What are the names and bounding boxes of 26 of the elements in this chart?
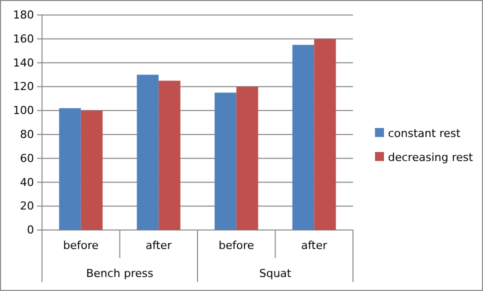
y-tick-label: 60 xyxy=(20,152,34,165)
bar xyxy=(136,74,159,230)
text: Squat xyxy=(259,267,292,280)
x-tick-label: before xyxy=(63,239,99,252)
y-tick-label: 120 xyxy=(13,80,34,94)
x-tick-label: after xyxy=(146,239,172,252)
text: Bench press xyxy=(86,267,154,280)
bar xyxy=(292,44,314,230)
y-tick-label: 0 xyxy=(27,224,34,237)
bar xyxy=(158,80,180,230)
bar xyxy=(214,92,236,230)
y-tick-label: 100 xyxy=(13,104,34,118)
y-tick-label: 140 xyxy=(13,56,34,70)
bar xyxy=(80,110,103,230)
y-tick-label: 180 xyxy=(13,8,34,22)
y-tick-label: 160 xyxy=(13,32,34,46)
legend-label: constant rest xyxy=(388,127,462,140)
y-tick-label: 20 xyxy=(20,200,34,213)
x-tick-label: after xyxy=(301,239,328,252)
y-tick-label: 40 xyxy=(20,176,34,189)
x-tick-label: before xyxy=(218,239,254,252)
y-tick-label: 80 xyxy=(20,128,34,141)
bar xyxy=(236,86,258,230)
bar xyxy=(59,108,81,230)
bar xyxy=(314,38,336,230)
legend-label: decreasing rest xyxy=(388,151,474,164)
